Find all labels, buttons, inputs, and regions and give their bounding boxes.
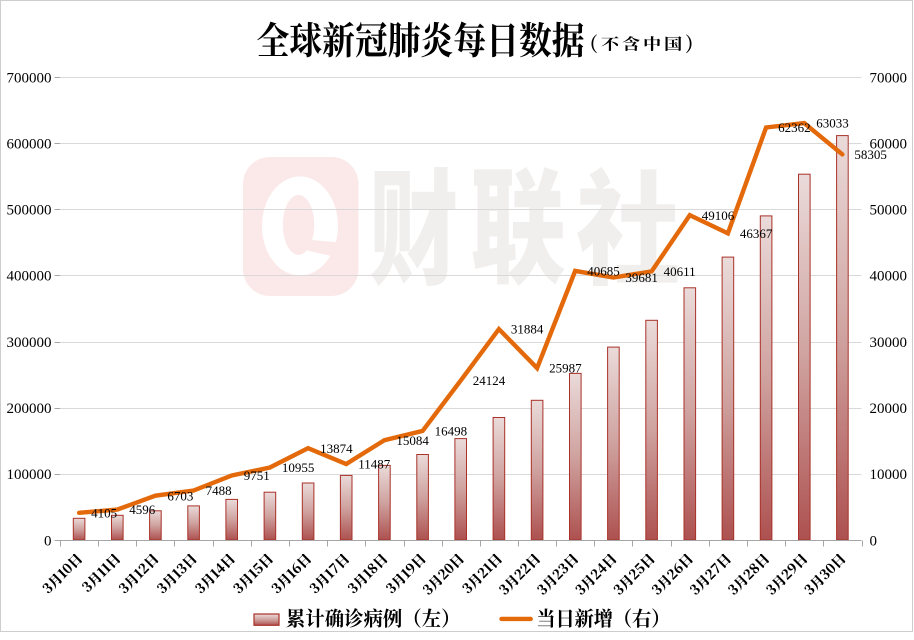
svg-text:13874: 13874 [320, 441, 353, 456]
svg-text:7488: 7488 [206, 483, 232, 498]
svg-text:0: 0 [44, 533, 52, 549]
svg-text:4105: 4105 [91, 505, 117, 520]
svg-text:58305: 58305 [854, 147, 887, 162]
svg-text:30000: 30000 [870, 335, 908, 351]
svg-text:100000: 100000 [7, 467, 52, 483]
svg-text:300000: 300000 [7, 335, 52, 351]
svg-text:46367: 46367 [740, 226, 773, 241]
svg-text:70000: 70000 [870, 70, 908, 86]
svg-text:200000: 200000 [7, 401, 52, 417]
svg-text:9751: 9751 [244, 468, 270, 483]
svg-text:39681: 39681 [625, 270, 658, 285]
svg-text:700000: 700000 [7, 70, 52, 86]
svg-text:40611: 40611 [664, 264, 696, 279]
svg-text:25987: 25987 [549, 361, 582, 376]
svg-text:10955: 10955 [282, 460, 315, 475]
svg-text:49106: 49106 [702, 208, 735, 223]
svg-text:24124: 24124 [473, 373, 506, 388]
svg-text:400000: 400000 [7, 269, 52, 285]
svg-text:63033: 63033 [816, 116, 849, 131]
svg-text:40000: 40000 [870, 269, 908, 285]
svg-text:10000: 10000 [870, 467, 908, 483]
svg-text:4596: 4596 [129, 502, 156, 517]
svg-text:31884: 31884 [511, 322, 544, 337]
svg-text:40685: 40685 [587, 264, 620, 279]
svg-text:60000: 60000 [870, 136, 908, 152]
svg-text:600000: 600000 [7, 136, 52, 152]
svg-text:500000: 500000 [7, 203, 52, 219]
svg-text:6703: 6703 [167, 488, 193, 503]
svg-text:11487: 11487 [358, 457, 391, 472]
svg-text:16498: 16498 [435, 424, 468, 439]
svg-text:0: 0 [870, 533, 878, 549]
svg-text:62362: 62362 [778, 120, 811, 135]
svg-text:20000: 20000 [870, 401, 908, 417]
svg-text:15084: 15084 [396, 433, 429, 448]
svg-text:50000: 50000 [870, 203, 908, 219]
